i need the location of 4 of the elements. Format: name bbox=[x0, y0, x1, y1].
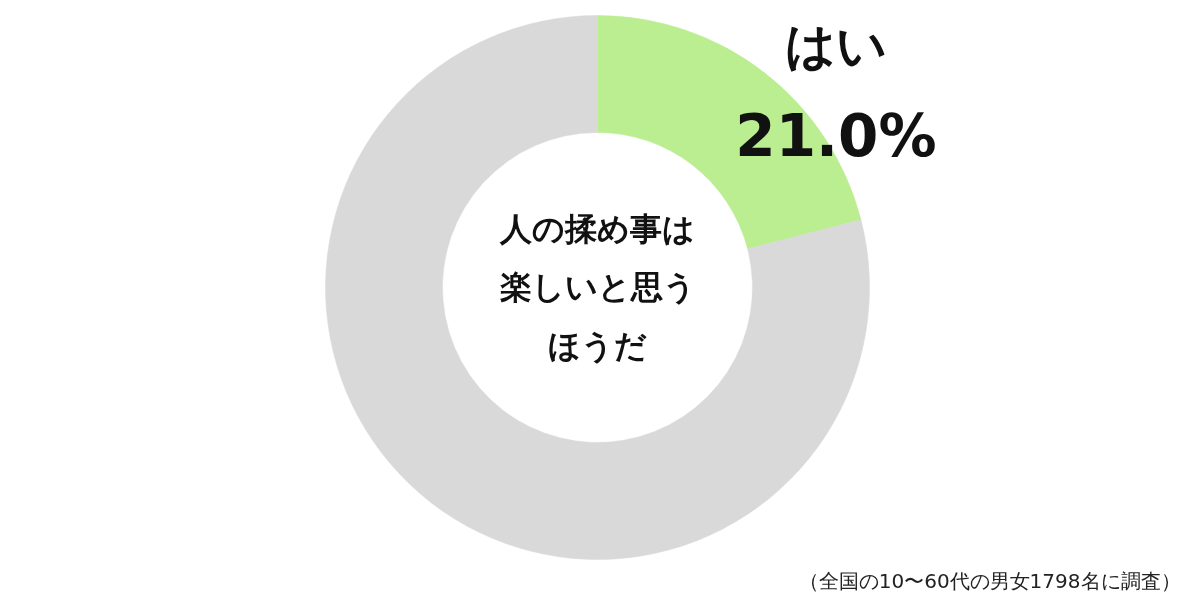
text: 人の揉め事は楽しいと思うほうだ bbox=[498, 209, 696, 366]
data-label: 21.0% bbox=[735, 101, 937, 170]
slice-label: はい bbox=[784, 16, 887, 75]
text: （全国の10〜60代の男女1798名に調査） bbox=[798, 568, 1181, 593]
